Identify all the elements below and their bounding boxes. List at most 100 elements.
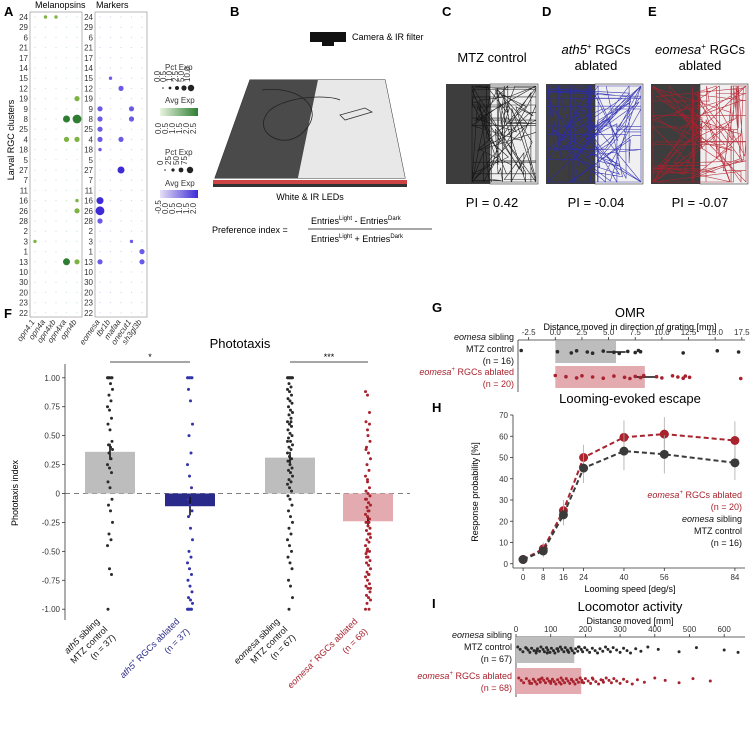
bg-dot	[99, 26, 101, 28]
bg-dot	[120, 271, 122, 273]
bg-dot	[76, 179, 78, 181]
panel-c-pi: PI = 0.42	[466, 195, 518, 210]
y-tick-label: 0.25	[44, 461, 60, 470]
bg-dot	[130, 47, 133, 49]
x-axis-label: Looming speed [deg/s]	[584, 584, 675, 594]
bg-dot	[44, 302, 47, 304]
y-tick-label: -0.50	[42, 547, 61, 556]
bg-dot	[34, 159, 36, 161]
data-point	[106, 463, 109, 467]
data-point	[625, 680, 629, 684]
bg-dot	[99, 169, 101, 171]
data-point	[569, 646, 573, 650]
bg-dot	[141, 26, 143, 28]
data-point	[615, 679, 619, 683]
bg-dot	[109, 47, 112, 49]
bg-dot	[65, 210, 68, 212]
bg-dot	[99, 189, 101, 191]
data-point	[563, 681, 567, 685]
bg-dot	[109, 240, 112, 242]
data-point	[288, 399, 292, 403]
data-point	[109, 399, 113, 403]
looming-chart: Looming-evoked escape Response probabilit…	[470, 391, 745, 594]
series-point	[730, 436, 740, 445]
bg-dot	[44, 271, 47, 273]
bg-dot	[34, 210, 36, 212]
data-point	[670, 374, 675, 378]
legend-tick: 2.0	[182, 122, 191, 134]
x-tick-label: 0	[521, 573, 526, 582]
bg-dot	[120, 261, 122, 263]
data-point	[291, 376, 294, 380]
bg-dot	[76, 67, 78, 69]
y-tick-label: -0.25	[42, 518, 61, 527]
bg-dot	[55, 169, 57, 171]
data-point	[190, 376, 194, 380]
data-point	[625, 649, 629, 653]
data-point	[583, 677, 587, 681]
bg-dot	[120, 47, 122, 49]
bg-dot	[120, 210, 122, 212]
bg-dot	[99, 159, 101, 161]
data-point	[556, 649, 560, 653]
data-point	[111, 520, 114, 524]
bg-dot	[130, 220, 133, 222]
bg-dot	[99, 302, 101, 304]
marker-dot	[98, 147, 102, 152]
bg-dot	[34, 251, 36, 253]
bg-dot	[120, 220, 122, 222]
data-point	[287, 436, 290, 440]
bg-dot	[130, 67, 133, 69]
melanopsin-dot	[74, 259, 80, 265]
bg-dot	[141, 240, 143, 242]
data-point	[366, 480, 369, 484]
bg-dot	[109, 149, 112, 151]
bg-dot	[130, 26, 133, 28]
legend-entry-line2: MTZ control	[694, 526, 742, 536]
series-point	[619, 446, 629, 456]
cluster-label: 27	[84, 166, 93, 175]
bg-dot	[65, 240, 68, 242]
bg-dot	[34, 47, 36, 49]
y-tick-label: 10	[499, 539, 508, 548]
data-point	[286, 482, 289, 486]
panel-c-title: MTZ control	[457, 50, 526, 65]
bg-dot	[44, 26, 47, 28]
data-point	[593, 649, 597, 653]
data-point	[601, 376, 606, 381]
data-point	[618, 681, 622, 685]
data-point	[190, 486, 193, 490]
bg-dot	[55, 108, 57, 110]
data-point	[364, 390, 367, 394]
cluster-label: 28	[84, 217, 93, 226]
data-point	[364, 497, 367, 501]
bg-dot	[120, 240, 122, 242]
data-point	[560, 647, 564, 651]
data-point	[660, 376, 664, 380]
bg-dot	[34, 98, 36, 100]
bg-dot	[76, 312, 78, 314]
bg-dot	[44, 251, 47, 253]
data-point	[110, 376, 114, 380]
melanopsin-dot	[74, 96, 80, 102]
bg-dot	[44, 230, 47, 232]
legend-tick: 0.0	[161, 202, 170, 214]
data-point	[288, 431, 292, 435]
data-point	[188, 584, 192, 588]
y-tick-label: 1.00	[44, 374, 60, 383]
bg-dot	[55, 67, 57, 69]
bg-dot	[65, 149, 68, 151]
bg-dot	[65, 98, 68, 100]
data-point	[106, 422, 110, 426]
cluster-label: 5	[89, 156, 94, 165]
cluster-label: 23	[19, 299, 28, 308]
data-point	[290, 434, 294, 438]
data-point	[188, 503, 192, 507]
bg-dot	[141, 77, 143, 79]
panel-d-track: ath5+ RGCs ablated PI = -0.04	[546, 42, 644, 210]
data-point	[364, 584, 368, 588]
panel-letter-a: A	[4, 4, 14, 19]
bg-dot	[99, 87, 101, 89]
data-point	[736, 650, 740, 654]
